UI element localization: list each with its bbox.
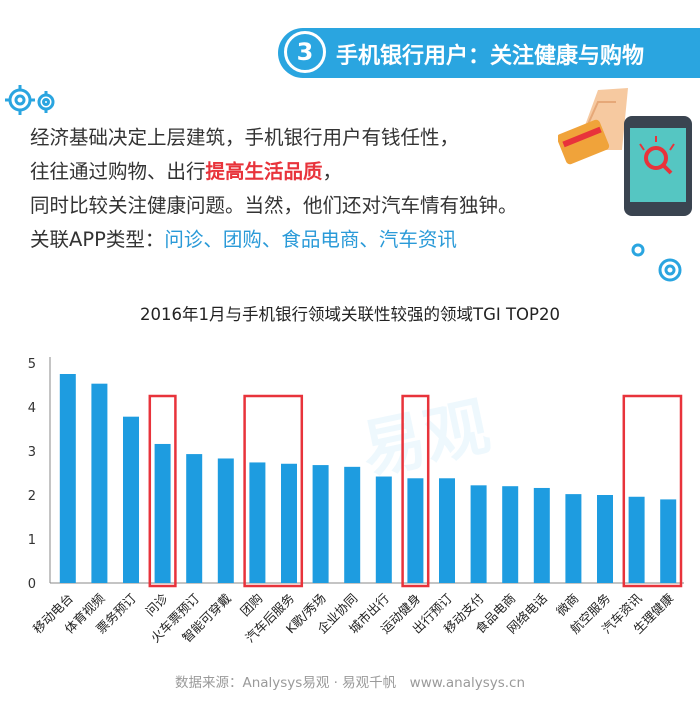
highlight-box [401, 394, 430, 588]
phone-payment-illustration [558, 88, 692, 216]
bar [533, 487, 550, 583]
gear-icon [631, 243, 682, 282]
gear-icon [5, 85, 55, 115]
bar [217, 458, 234, 583]
bar [565, 494, 582, 583]
bar [91, 383, 108, 583]
intro-line: 往往通过购物、出行提高生活品质， [30, 160, 343, 183]
highlight-box [148, 394, 177, 588]
chart-title: 2016年1月与手机银行领域关联性较强的领域TGI TOP20 [140, 305, 560, 324]
header-bar [278, 28, 700, 78]
bar [123, 416, 139, 583]
intro-line: 同时比较关注健康问题。当然，他们还对汽车情有独钟。 [30, 194, 518, 217]
intro-line: 经济基础决定上层建筑，手机银行用户有钱任性， [30, 126, 460, 149]
intro-text: 经济基础决定上层建筑，手机银行用户有钱任性， 往往通过购物、出行提高生活品质， … [30, 121, 518, 257]
bar [597, 495, 613, 583]
y-tick-label: 4 [28, 401, 36, 416]
bar [470, 485, 487, 583]
bar [502, 486, 519, 583]
section-number-badge: 3 [284, 31, 326, 73]
bar [375, 476, 392, 583]
watermark: 易观 [355, 390, 496, 489]
bar [154, 443, 171, 583]
y-tick-label: 5 [28, 357, 36, 372]
app-type-list: 问诊、团购、食品电商、汽车资讯 [164, 228, 457, 251]
data-source: 数据来源：Analysys易观 · 易观千帆 www.analysys.cn [174, 675, 526, 691]
highlight-box [622, 394, 683, 588]
y-tick-label: 1 [28, 533, 36, 548]
bar [628, 496, 645, 583]
bar [407, 478, 424, 583]
bar [186, 454, 203, 583]
bar [439, 478, 455, 583]
bar [660, 499, 677, 583]
y-tick-label: 0 [28, 577, 36, 592]
bar [344, 466, 361, 583]
highlight-text: 提高生活品质 [205, 160, 323, 183]
section-title: 手机银行用户：关注健康与购物 [336, 44, 645, 69]
bar [281, 463, 297, 583]
y-tick-label: 3 [28, 445, 36, 460]
highlight-box [243, 394, 304, 588]
bar [249, 462, 266, 583]
bar [59, 374, 76, 583]
y-tick-label: 2 [28, 489, 36, 504]
app-type-label: 关联APP类型： [30, 228, 165, 251]
intro-line: 关联APP类型：问诊、团购、食品电商、汽车资讯 [30, 223, 518, 257]
bar [312, 465, 329, 583]
